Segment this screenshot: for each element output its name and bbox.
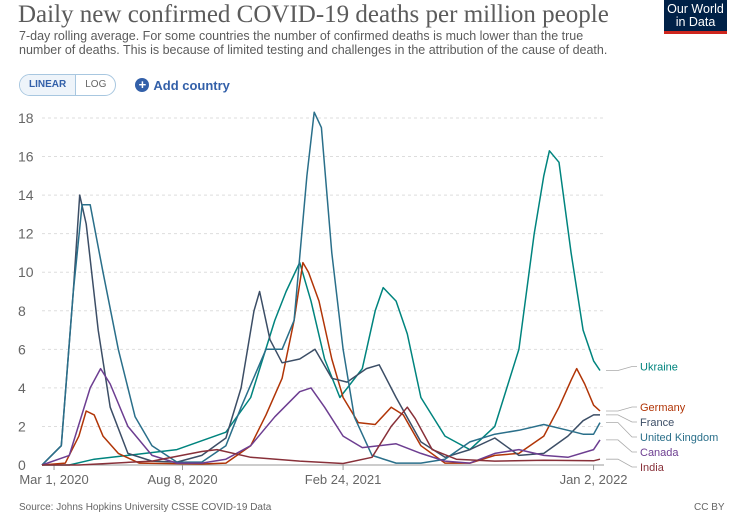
series-line-france — [41, 194, 600, 466]
y-tick-label: 0 — [18, 457, 26, 473]
y-tick-label: 2 — [18, 418, 26, 434]
plus-icon: + — [135, 78, 150, 92]
add-country-label: Add country — [153, 77, 230, 93]
x-tick-label: Feb 24, 2021 — [305, 472, 382, 487]
series-line-united-kingdom — [41, 111, 601, 466]
legend-label-france: France — [640, 417, 674, 429]
series-layer — [41, 111, 601, 466]
series-line-india — [42, 406, 601, 466]
legend-connector — [606, 366, 637, 371]
logo-line-1: Our World — [667, 2, 724, 16]
logo-line-2: in Data — [675, 15, 716, 29]
y-tick-label: 8 — [18, 303, 26, 319]
legend-connector — [606, 458, 637, 468]
owid-logo[interactable]: Our World in Data — [664, 0, 727, 34]
y-tick-label: 16 — [18, 149, 34, 165]
legend-label-united-kingdom: United Kingdom — [640, 432, 718, 444]
chart-title: Daily new confirmed COVID-19 deaths per … — [18, 1, 609, 28]
add-country-button[interactable]: + Add country — [135, 78, 230, 93]
legend-label-ukraine: Ukraine — [640, 362, 678, 374]
y-tick-label: 18 — [18, 110, 34, 126]
y-tick-label: 14 — [18, 187, 34, 203]
series-line-germany — [41, 261, 601, 466]
series-line-canada — [41, 367, 601, 466]
y-tick-label: 12 — [18, 226, 34, 242]
legend-connector — [606, 439, 637, 453]
log-scale-button[interactable]: LOG — [85, 79, 107, 90]
legend-label-india: India — [640, 462, 665, 474]
chart-controls: LINEAR LOG + Add country — [19, 74, 230, 96]
x-tick-label: Jan 2, 2022 — [560, 472, 628, 487]
y-tick-label: 4 — [18, 380, 26, 396]
legend-connector — [606, 406, 637, 412]
license-link[interactable]: CC BY — [694, 502, 725, 513]
linear-scale-button[interactable]: LINEAR — [20, 75, 77, 95]
x-tick-label: Aug 8, 2020 — [147, 472, 217, 487]
scale-toggle: LINEAR LOG — [19, 74, 117, 96]
legend-connector — [606, 422, 637, 438]
axis-layer: 0 2 4 6 8 10 12 14 16 18 Mar 1, 2020 Aug 8, 2020 Feb… — [18, 110, 628, 487]
grid-layer — [42, 117, 604, 466]
legend-connector — [606, 414, 637, 423]
x-tick-label: Mar 1, 2020 — [19, 472, 88, 487]
series-line-ukraine — [42, 150, 601, 466]
legend-label-canada: Canada — [640, 447, 679, 459]
source-note[interactable]: Source: Johns Hopkins University CSSE CO… — [19, 502, 272, 513]
chart-subtitle: 7-day rolling average. For some countrie… — [19, 29, 608, 57]
legend-label-germany: Germany — [640, 402, 686, 414]
y-tick-label: 6 — [18, 341, 26, 357]
legend-layer: Ukraine Germany France United Kingdom Canada… — [606, 362, 718, 474]
y-tick-label: 10 — [18, 264, 34, 280]
